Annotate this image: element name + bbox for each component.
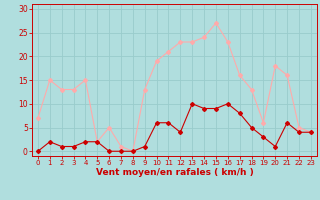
X-axis label: Vent moyen/en rafales ( km/h ): Vent moyen/en rafales ( km/h ) [96,168,253,177]
